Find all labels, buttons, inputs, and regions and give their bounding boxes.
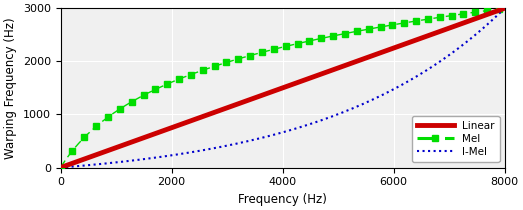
- X-axis label: Frequency (Hz): Frequency (Hz): [238, 193, 327, 206]
- Y-axis label: Warping Frequency (Hz): Warping Frequency (Hz): [4, 17, 17, 159]
- Legend: Linear, Mel, I-Mel: Linear, Mel, I-Mel: [412, 116, 499, 162]
